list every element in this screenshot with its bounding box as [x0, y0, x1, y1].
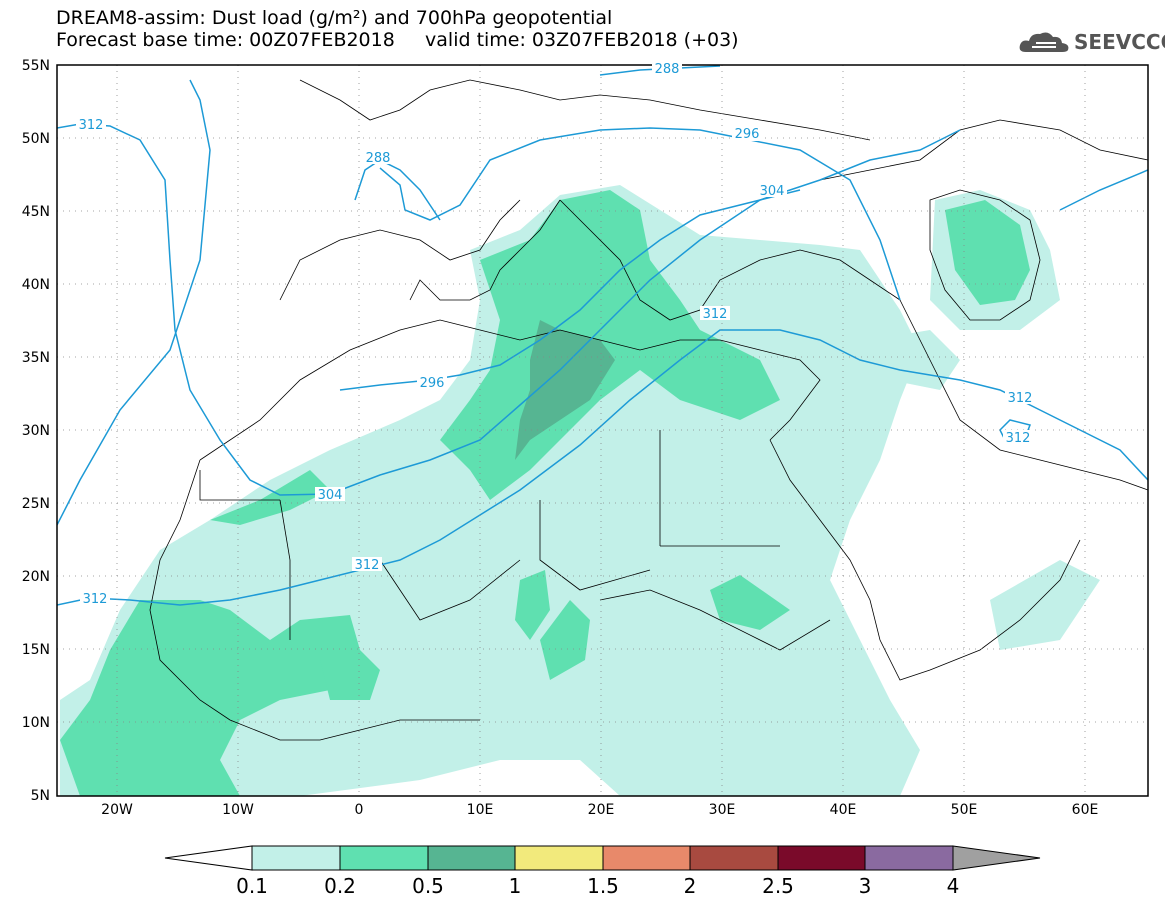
lat-tick-label: 20N — [22, 569, 50, 585]
colorbar-label: 0.2 — [324, 874, 356, 898]
lon-axis: 20W 10W 0 10E 20E 30E 40E 50E 60E — [101, 802, 1098, 818]
colorbar-label: 2 — [684, 874, 697, 898]
contour-label: 312 — [703, 307, 728, 322]
contour-labels: 288 288 296 304 312 296 304 312 312 312 … — [76, 62, 1035, 607]
lat-tick-label: 40N — [22, 277, 50, 293]
contour-label: 312 — [79, 118, 104, 133]
lat-axis: 55N 50N 45N 40N 35N 30N 25N 20N 15N 10N … — [22, 58, 50, 804]
colorbar-max-triangle — [952, 845, 1041, 871]
cloud-icon — [1019, 32, 1069, 52]
lat-tick-label: 15N — [22, 642, 50, 658]
lon-tick-label: 10E — [467, 802, 494, 818]
colorbar-label: 4 — [947, 874, 960, 898]
lon-tick-label: 0 — [355, 802, 364, 818]
colorbar-swatch — [602, 845, 691, 871]
contour-label: 288 — [366, 151, 391, 166]
lat-tick-label: 35N — [22, 350, 50, 366]
coastlines — [149, 79, 1148, 741]
colorbar-swatch — [777, 845, 866, 871]
contour-label: 288 — [655, 62, 680, 77]
colorbar-min-triangle — [164, 845, 253, 871]
contour-label: 312 — [83, 592, 108, 607]
colorbar-swatch — [427, 845, 516, 871]
lat-tick-label: 50N — [22, 131, 50, 147]
map-title: DREAM8-assim: Dust load (g/m²) and 700hP… — [56, 7, 613, 29]
contour-label: 304 — [318, 488, 343, 503]
colorbar-label: 3 — [859, 874, 872, 898]
colorbar-label: 0.5 — [412, 874, 444, 898]
colorbar-swatch — [864, 845, 954, 871]
lat-tick-label: 55N — [22, 58, 50, 74]
colorbar-swatch — [514, 845, 604, 871]
logo-text: SEEVCCC — [1074, 30, 1165, 54]
colorbar-swatch — [339, 845, 429, 871]
lon-tick-label: 50E — [951, 802, 978, 818]
lon-tick-label: 30E — [709, 802, 736, 818]
contour-label: 304 — [760, 184, 785, 199]
lat-tick-label: 25N — [22, 496, 50, 512]
lon-tick-label: 60E — [1072, 802, 1099, 818]
colorbar-label: 2.5 — [762, 874, 794, 898]
contour-label: 312 — [355, 558, 380, 573]
contour-label: 296 — [420, 376, 445, 391]
colorbar: 0.1 0.2 0.5 1 1.5 2 2.5 3 4 — [164, 845, 1041, 898]
seevccc-logo: SEEVCCC — [1018, 28, 1165, 56]
lon-tick-label: 10W — [222, 802, 254, 818]
map-frame — [56, 64, 1149, 797]
lat-tick-label: 30N — [22, 423, 50, 439]
contour-label: 312 — [1008, 391, 1033, 406]
colorbar-swatch — [251, 845, 341, 871]
lat-tick-label: 45N — [22, 204, 50, 220]
colorbar-label: 0.1 — [236, 874, 268, 898]
contour-label: 296 — [735, 127, 760, 142]
geopotential-contours — [57, 65, 1148, 606]
dust-layer-high — [515, 320, 615, 460]
lat-tick-label: 5N — [31, 788, 50, 804]
lon-tick-label: 20E — [588, 802, 615, 818]
lon-tick-label: 40E — [830, 802, 857, 818]
colorbar-swatch — [689, 845, 779, 871]
colorbar-label: 1 — [509, 874, 522, 898]
lat-tick-label: 10N — [22, 715, 50, 731]
contour-label: 312 — [1006, 431, 1031, 446]
colorbar-label: 1.5 — [587, 874, 619, 898]
lon-tick-label: 20W — [101, 802, 133, 818]
forecast-times: Forecast base time: 00Z07FEB2018 valid t… — [56, 29, 739, 51]
